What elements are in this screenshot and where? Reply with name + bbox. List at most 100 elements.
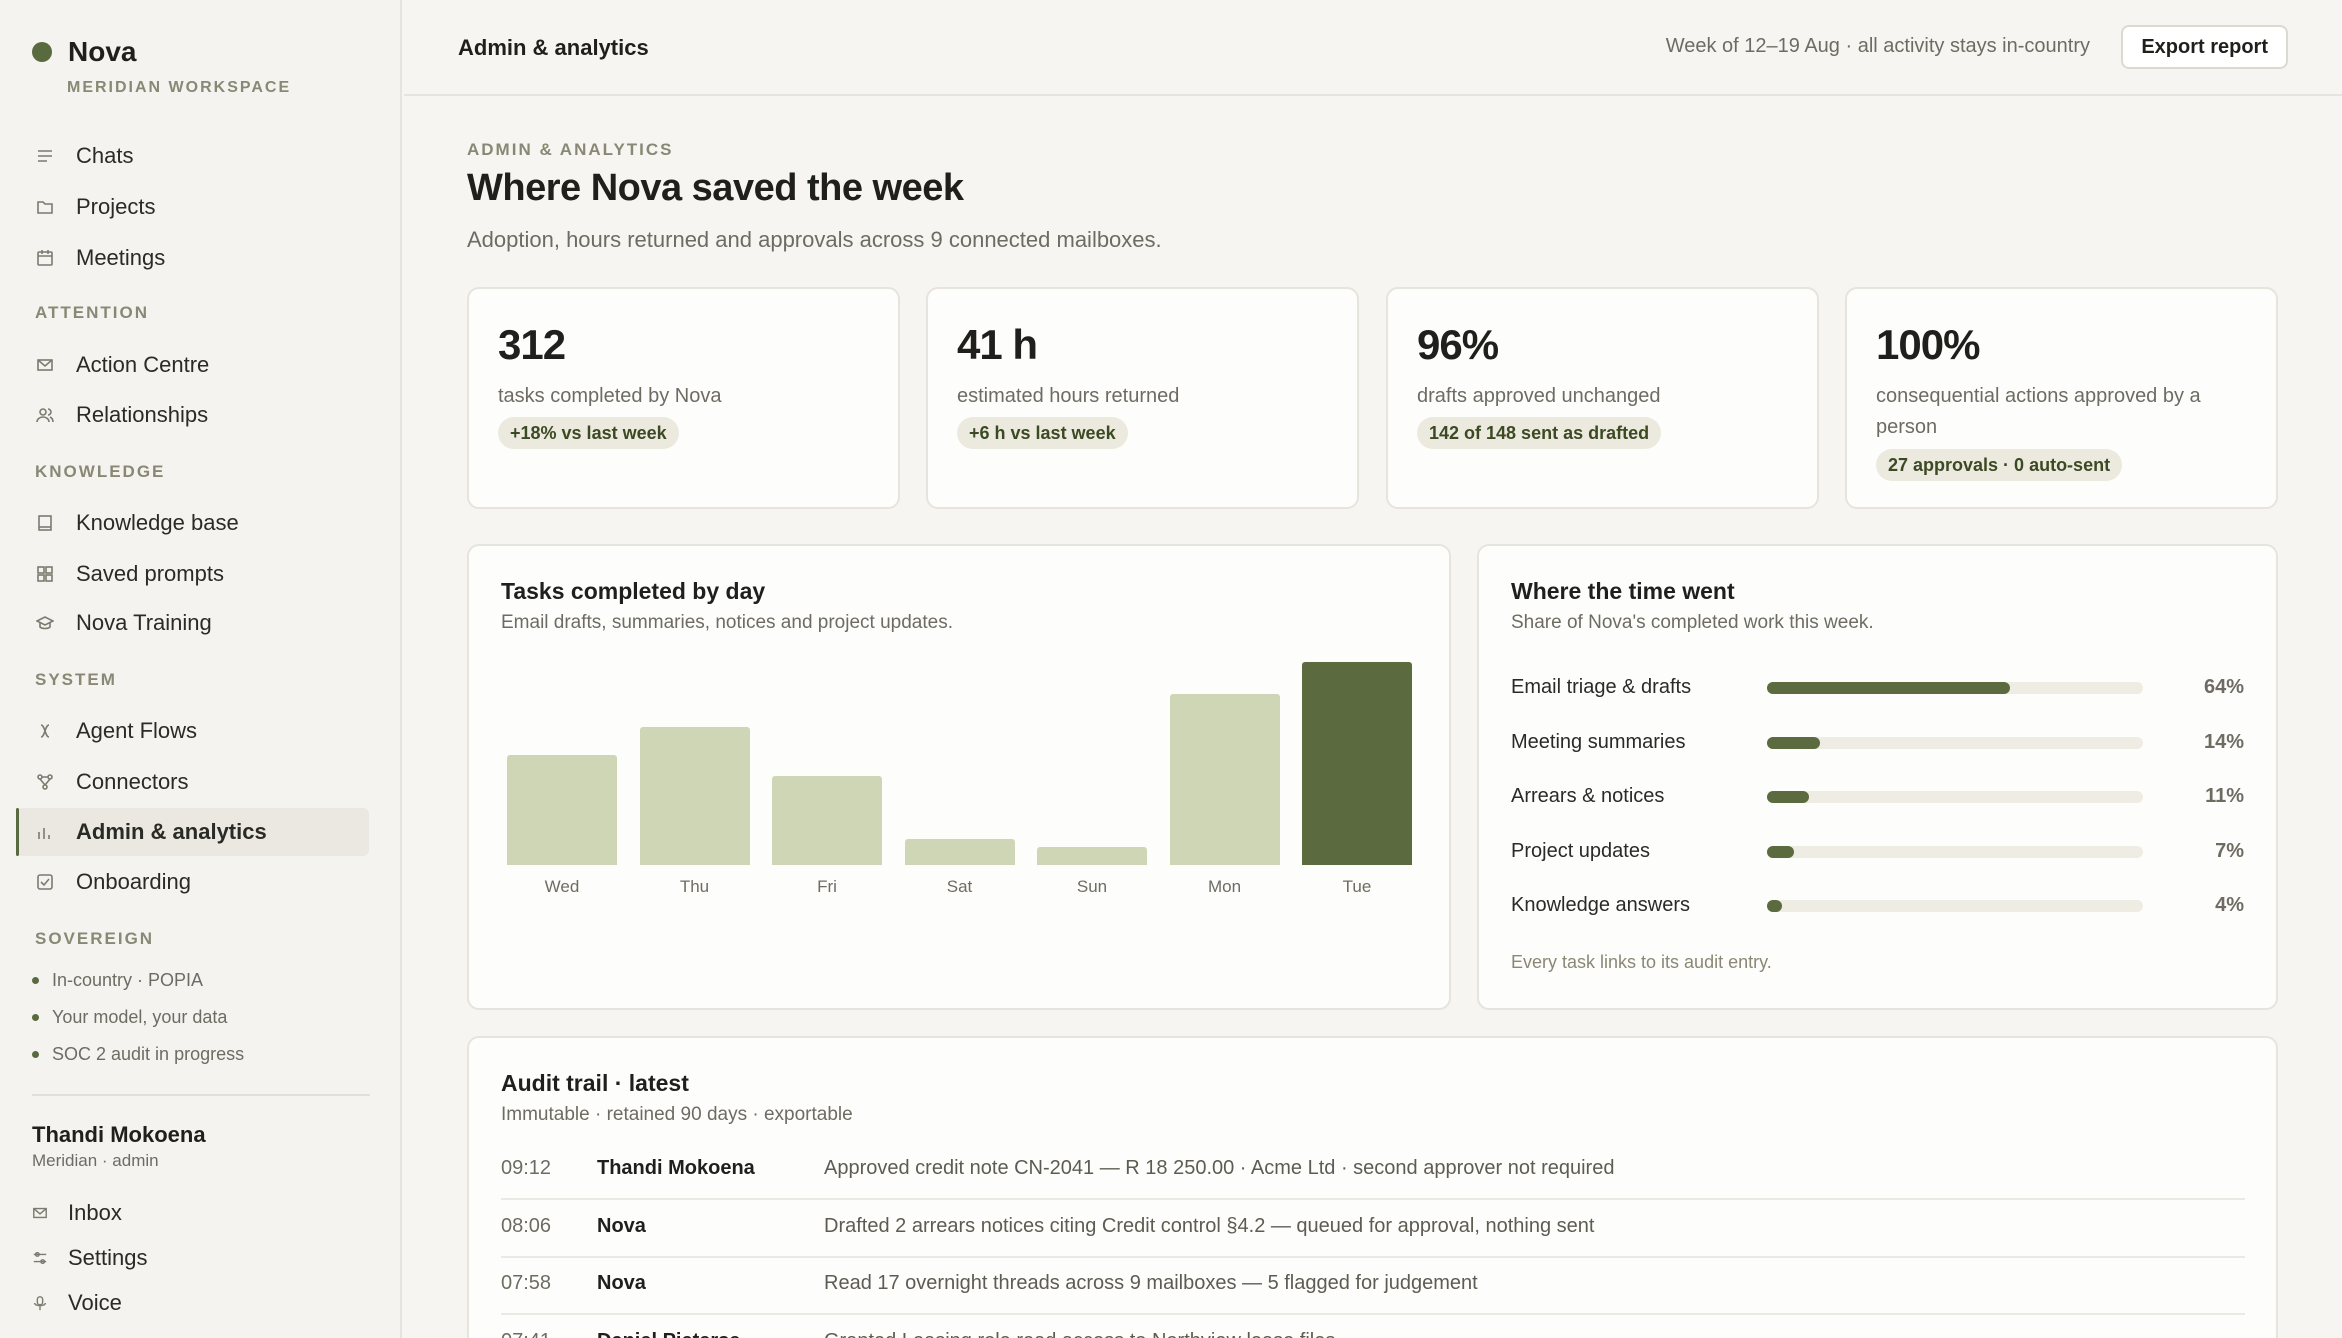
time-row-percent: 64%: [2203, 676, 2244, 698]
time-row-percent: 7%: [2215, 839, 2244, 862]
time-subtitle: Share of Nova's completed work this week…: [1511, 612, 1874, 633]
time-row-percent: 11%: [2205, 785, 2244, 807]
sidebar-item-label: Settings: [68, 1245, 148, 1270]
sidebar-item-admin-analytics[interactable]: Admin & analytics: [16, 808, 369, 856]
sidebar-item-label: Voice: [68, 1290, 122, 1315]
sidebar-item-onboarding[interactable]: Onboarding: [16, 858, 369, 906]
sidebar-item-nova-training[interactable]: Nova Training: [16, 599, 369, 647]
topbar: Admin & analytics Week of 12–19 Aug · al…: [404, 0, 2342, 96]
audit-row[interactable]: 08:06 Nova Drafted 2 arrears notices citin…: [501, 1201, 2245, 1258]
time-row-label: Knowledge answers: [1511, 894, 1690, 916]
chart-bar-thu[interactable]: [639, 727, 750, 865]
chart-tick-label: Thu: [679, 877, 710, 896]
sidebar-item-chats[interactable]: Chats: [16, 132, 369, 180]
list-icon: [36, 147, 54, 165]
sidebar-item-meetings[interactable]: Meetings: [16, 234, 369, 282]
audit-row[interactable]: 09:12 Thandi Mokoena Approved credit note …: [501, 1143, 2245, 1200]
page-subtitle: Adoption, hours returned and approvals a…: [467, 227, 1162, 252]
topbar-meta: Week of 12–19 Aug · all activity stays i…: [1665, 35, 2090, 57]
time-title: Where the time went: [1511, 578, 1735, 604]
brand-name: Nova: [68, 36, 137, 67]
audit-description: Approved credit note CN-2041 — R 18 250.…: [824, 1157, 1615, 1179]
section-label-sovereign: SOVEREIGN: [35, 929, 155, 948]
people-icon: [36, 406, 54, 424]
time-row-track: [1767, 682, 2143, 694]
sidebar-item-label: Connectors: [76, 769, 189, 794]
grid-icon: [36, 565, 54, 583]
flow-icon: [36, 722, 54, 740]
audit-actor: Nova: [597, 1214, 646, 1237]
sidebar-item-saved-prompts[interactable]: Saved prompts: [16, 550, 369, 598]
chart-tick-label: Mon: [1207, 877, 1242, 896]
sidebar-item-agent-flows[interactable]: Agent Flows: [16, 707, 369, 755]
audit-row[interactable]: 07:58 Nova Read 17 overnight threads acros…: [501, 1258, 2245, 1315]
sidebar-item-label: Admin & analytics: [76, 819, 267, 844]
time-row-fill: [1767, 736, 1820, 749]
chart-bar-tue[interactable]: [1302, 662, 1412, 865]
time-row-fill: [1767, 845, 1794, 858]
sidebar-item-connectors[interactable]: Connectors: [16, 758, 369, 806]
sidebar-item-inbox[interactable]: Inbox: [32, 1200, 122, 1226]
audit-actor: Thandi Mokoena: [597, 1157, 755, 1179]
kpi-card-approvals: 100% consequential actions approved by a…: [1845, 287, 2278, 509]
chart-bar-mon[interactable]: [1169, 694, 1280, 865]
audit-title: Audit trail · latest: [501, 1070, 689, 1096]
time-row-label: Arrears & notices: [1511, 785, 1665, 807]
kpi-value: 100%: [1876, 321, 1980, 368]
sidebar-item-settings[interactable]: Settings: [32, 1245, 148, 1271]
kpi-delta-badge: +18% vs last week: [498, 417, 679, 449]
time-row-label: Project updates: [1511, 839, 1650, 862]
sidebar-item-label: Saved prompts: [76, 561, 224, 586]
chart-bar-fri[interactable]: [772, 776, 882, 865]
brand[interactable]: Nova: [32, 36, 136, 68]
time-row-label: Meeting summaries: [1511, 730, 1686, 753]
sidebar: Nova MERIDIAN WORKSPACE Chats Projects M…: [0, 0, 402, 1338]
chart-tick-label: Tue: [1342, 877, 1372, 896]
kpi-card-tasks: 312 tasks completed by Nova +18% vs last…: [467, 287, 900, 509]
chart-bar-sun[interactable]: [1037, 847, 1147, 865]
checkbox-icon: [36, 873, 54, 891]
audit-trail-card: Audit trail · latest Immutable · retaine…: [467, 1036, 2278, 1338]
tasks-by-day-card: Tasks completed by day Email drafts, sum…: [467, 544, 1451, 1010]
sidebar-item-action-centre[interactable]: Action Centre: [16, 341, 369, 389]
kpi-card-hours: 41 h estimated hours returned +6 h vs la…: [926, 287, 1359, 509]
time-row-track: [1767, 791, 2143, 803]
export-report-button[interactable]: Export report: [2121, 25, 2288, 69]
kpi-label: tasks completed by Nova: [498, 385, 722, 407]
user-name[interactable]: Thandi Mokoena: [32, 1122, 206, 1147]
chart-bar-wed[interactable]: [507, 755, 617, 865]
chart-bar-sat[interactable]: [904, 839, 1015, 865]
sovereign-item: Your model, your data: [32, 1007, 227, 1028]
kpi-value: 312: [498, 321, 566, 368]
chart-subtitle: Email drafts, summaries, notices and pro…: [501, 612, 953, 633]
kpi-card-drafts: 96% drafts approved unchanged 142 of 148…: [1386, 287, 1819, 509]
section-label-attention: ATTENTION: [35, 303, 150, 322]
audit-row[interactable]: 07:41 Daniel Pieterse Granted Leasing role…: [501, 1316, 2245, 1338]
page-eyebrow: ADMIN & ANALYTICS: [467, 140, 674, 159]
folder-icon: [36, 198, 54, 216]
bullet-icon: [32, 977, 39, 984]
audit-subtitle: Immutable · retained 90 days · exportabl…: [501, 1104, 853, 1125]
audit-time: 08:06: [501, 1214, 552, 1237]
time-row-track: [1767, 736, 2143, 749]
time-row-track: [1767, 900, 2143, 912]
sidebar-item-label: Onboarding: [76, 869, 191, 894]
book-icon: [36, 514, 54, 532]
sidebar-item-knowledge-base[interactable]: Knowledge base: [16, 499, 369, 547]
sovereign-item: In-country · POPIA: [32, 970, 203, 991]
section-label-system: SYSTEM: [35, 670, 117, 689]
sidebar-item-projects[interactable]: Projects: [16, 183, 369, 231]
audit-description: Read 17 overnight threads across 9 mailb…: [824, 1272, 1478, 1294]
audit-actor: Daniel Pieterse: [597, 1330, 740, 1338]
workspace-name: MERIDIAN WORKSPACE: [67, 79, 292, 96]
sidebar-item-relationships[interactable]: Relationships: [16, 391, 369, 439]
connector-icon: [36, 773, 54, 791]
topbar-title: Admin & analytics: [458, 35, 649, 60]
audit-description: Granted Leasing role read access to Nort…: [824, 1330, 1335, 1338]
time-row-fill: [1767, 791, 1809, 803]
sidebar-divider: [32, 1094, 370, 1096]
time-row-percent: 4%: [2215, 894, 2244, 916]
sidebar-item-label: Action Centre: [76, 352, 210, 377]
sidebar-item-voice[interactable]: Voice: [32, 1290, 122, 1316]
kpi-delta-badge: +6 h vs last week: [957, 417, 1128, 449]
